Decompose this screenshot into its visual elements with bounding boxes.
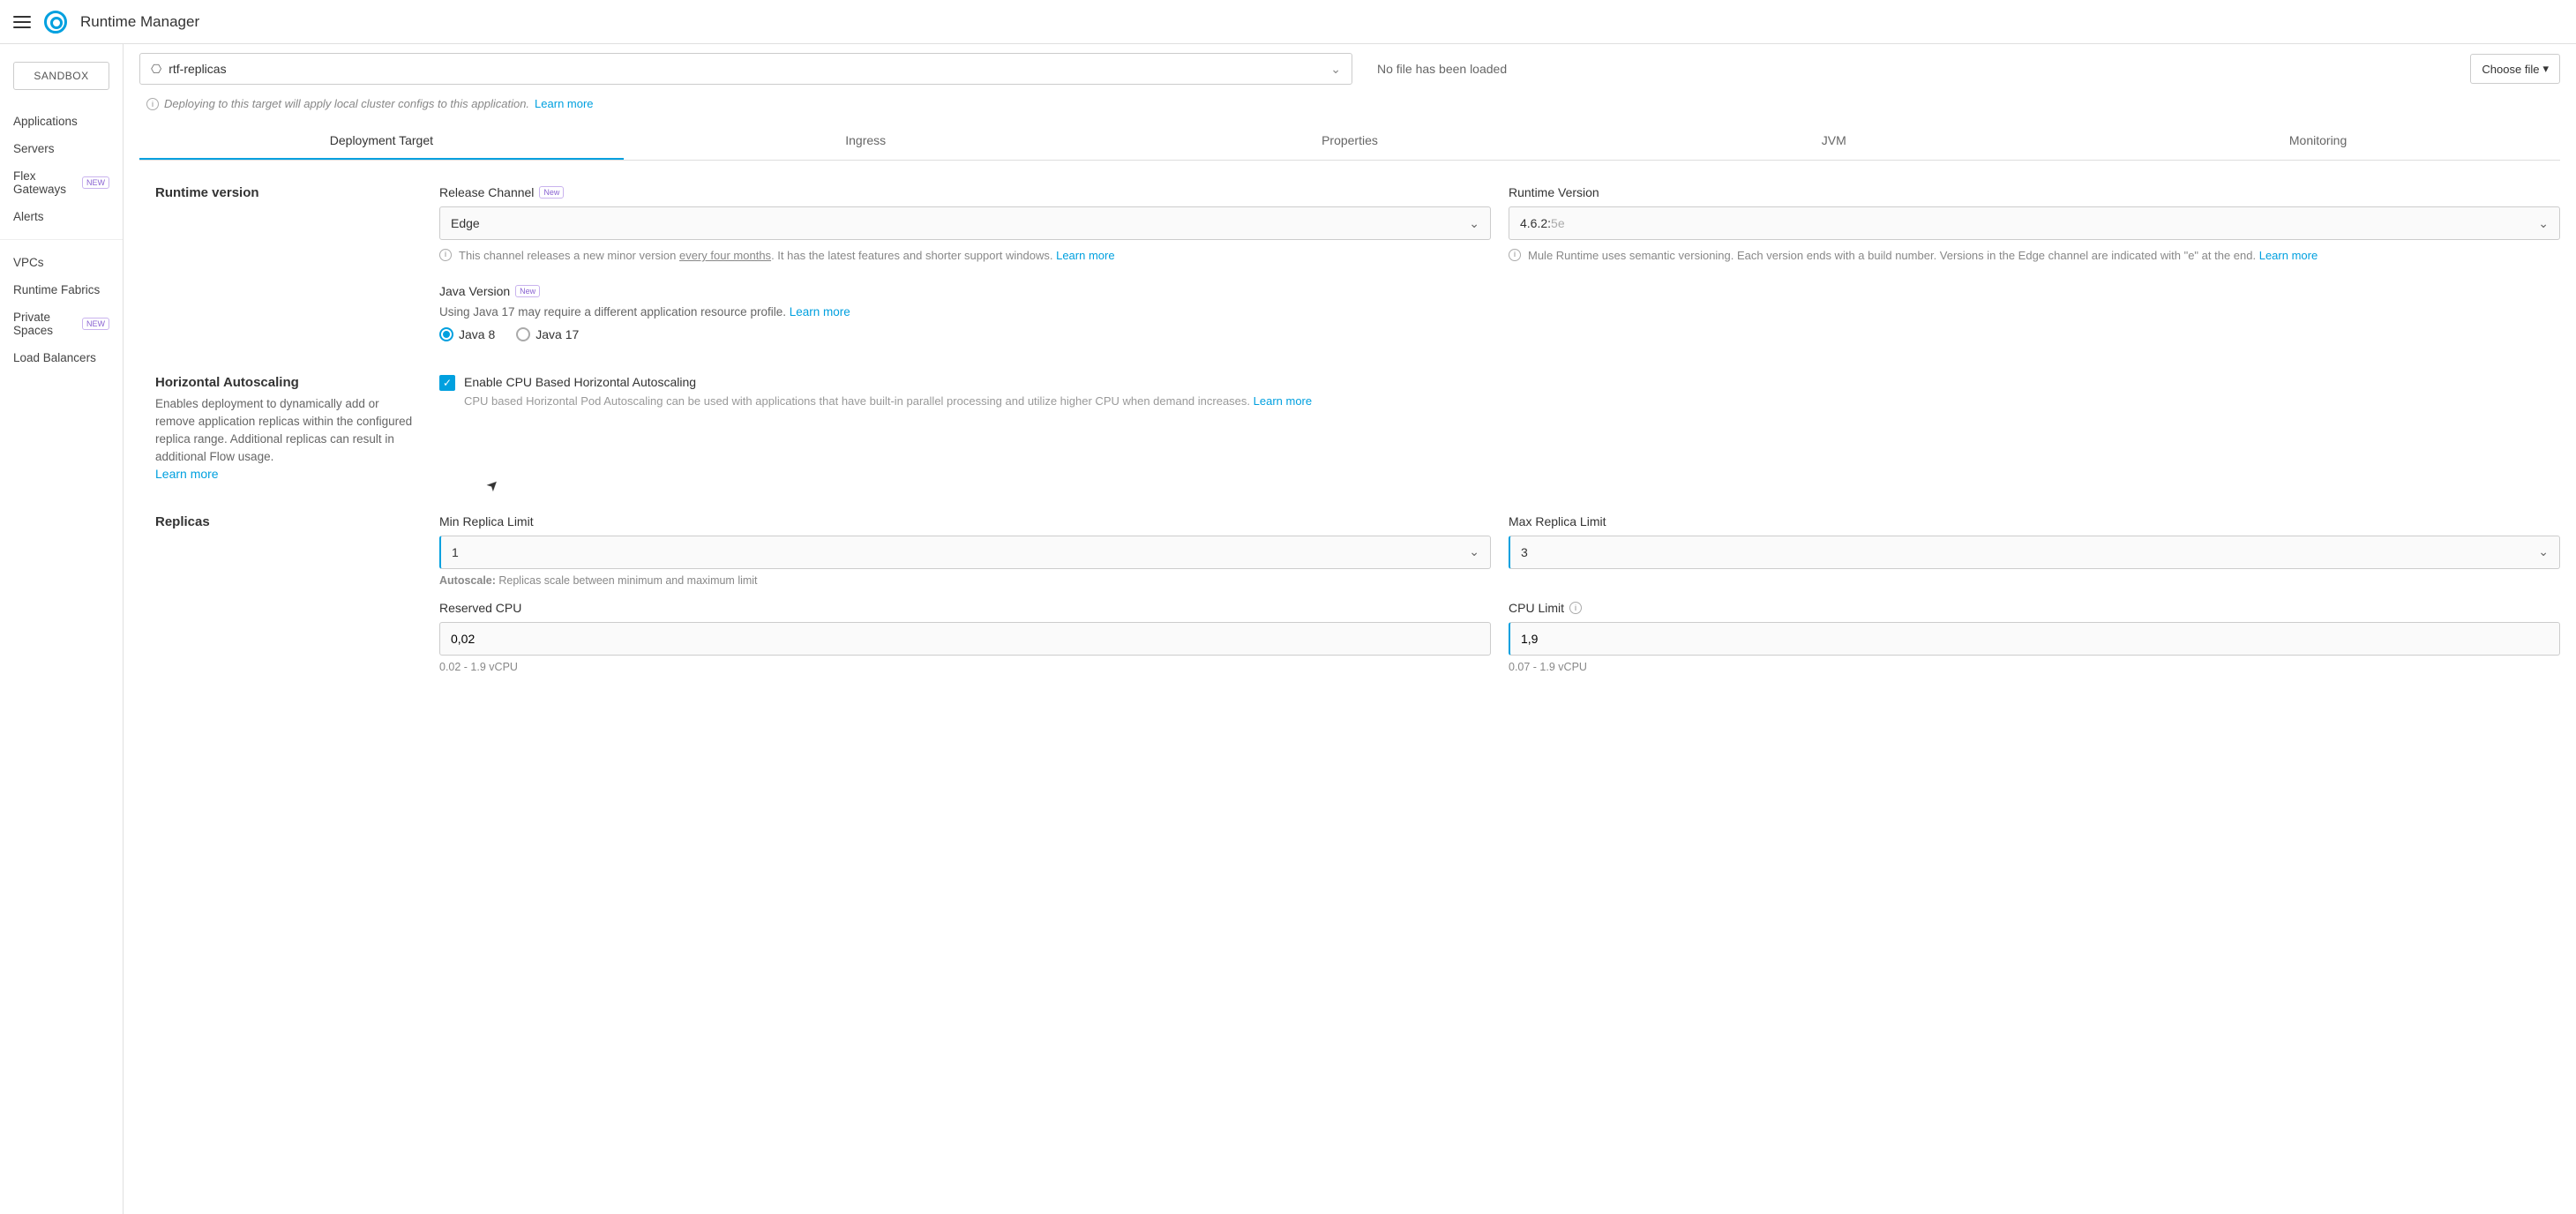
new-badge: NEW	[82, 176, 109, 189]
max-replica-label: Max Replica Limit	[1509, 514, 2560, 528]
autoscale-check-desc: CPU based Horizontal Pod Autoscaling can…	[464, 393, 2560, 410]
cpu-limit-input[interactable]	[1509, 622, 2560, 656]
nav-vpcs[interactable]: VPCs	[0, 249, 123, 276]
new-pill: New	[515, 285, 540, 297]
java17-label: Java 17	[535, 327, 579, 341]
cpu-limit-label: CPU Limit	[1509, 601, 1564, 615]
nav-runtime-fabrics[interactable]: Runtime Fabrics	[0, 276, 123, 304]
chevron-down-icon: ⌄	[1330, 62, 1341, 77]
nav-flex-gateways[interactable]: Flex Gateways NEW	[0, 162, 123, 203]
min-replica-value: 1	[452, 545, 459, 559]
tab-jvm[interactable]: JVM	[1591, 123, 2076, 160]
deploy-info-text: Deploying to this target will apply loca…	[164, 97, 529, 110]
min-replica-label: Min Replica Limit	[439, 514, 1491, 528]
runtime-section-title: Runtime version	[155, 185, 422, 200]
release-channel-value: Edge	[451, 216, 480, 230]
new-badge: NEW	[82, 318, 109, 330]
deploy-info: i Deploying to this target will apply lo…	[139, 92, 2560, 123]
release-help-text: This channel releases a new minor versio…	[459, 247, 1115, 265]
menu-icon[interactable]	[13, 16, 31, 28]
max-replica-value: 3	[1521, 545, 1528, 559]
nav-load-balancers[interactable]: Load Balancers	[0, 344, 123, 371]
reserved-cpu-hint: 0.02 - 1.9 vCPU	[439, 661, 1491, 673]
replicas-title: Replicas	[155, 514, 422, 529]
reserved-cpu-input[interactable]	[439, 622, 1491, 656]
min-replica-select[interactable]: 1 ⌄	[439, 536, 1491, 569]
autoscale-title: Horizontal Autoscaling	[155, 375, 422, 390]
autoscale-hint: Autoscale: Replicas scale between minimu…	[439, 574, 1491, 587]
file-status: No file has been loaded	[1370, 62, 2461, 76]
java8-radio[interactable]: Java 8	[439, 327, 495, 341]
runtime-version-value: 4.6.2:5e	[1520, 216, 1565, 230]
release-channel-label: Release Channel	[439, 185, 534, 199]
autoscale-desc: Enables deployment to dynamically add or…	[155, 395, 422, 467]
release-channel-select[interactable]: Edge ⌄	[439, 206, 1491, 240]
cpu-limit-hint: 0.07 - 1.9 vCPU	[1509, 661, 2560, 673]
new-pill: New	[539, 186, 564, 199]
autoscale-check-label: Enable CPU Based Horizontal Autoscaling	[464, 375, 2560, 389]
tab-properties[interactable]: Properties	[1108, 123, 1592, 160]
version-help-text: Mule Runtime uses semantic versioning. E…	[1528, 247, 2318, 265]
chevron-down-icon: ⌄	[1469, 544, 1479, 559]
app-title: Runtime Manager	[80, 13, 199, 31]
nav-label: Private Spaces	[13, 311, 77, 337]
caret-down-icon: ▾	[2542, 62, 2549, 76]
nav-separator	[0, 239, 123, 240]
sidebar: SANDBOX Applications Servers Flex Gatewa…	[0, 44, 124, 1214]
java8-label: Java 8	[459, 327, 495, 341]
tab-monitoring[interactable]: Monitoring	[2076, 123, 2560, 160]
max-replica-select[interactable]: 3 ⌄	[1509, 536, 2560, 569]
chevron-down-icon: ⌄	[2538, 544, 2549, 559]
deploy-learn-more-link[interactable]: Learn more	[535, 97, 593, 110]
tab-deployment-target[interactable]: Deployment Target	[139, 123, 624, 160]
runtime-version-select[interactable]: 4.6.2:5e ⌄	[1509, 206, 2560, 240]
nav-private-spaces[interactable]: Private Spaces NEW	[0, 304, 123, 344]
info-icon: i	[439, 249, 452, 261]
tab-ingress[interactable]: Ingress	[624, 123, 1108, 160]
release-learn-more-link[interactable]: Learn more	[1056, 249, 1114, 262]
chevron-down-icon: ⌄	[2538, 216, 2549, 231]
radio-icon	[516, 327, 530, 341]
radio-checked-icon	[439, 327, 453, 341]
info-icon: i	[1509, 249, 1521, 261]
target-icon: ⎔	[151, 62, 161, 77]
tabs: Deployment Target Ingress Properties JVM…	[139, 123, 2560, 161]
chevron-down-icon: ⌄	[1469, 216, 1479, 231]
runtime-version-label: Runtime Version	[1509, 185, 2560, 199]
nav-applications[interactable]: Applications	[0, 108, 123, 135]
nav-label: Flex Gateways	[13, 169, 77, 196]
target-value: rtf-replicas	[168, 62, 226, 76]
app-logo	[44, 11, 67, 34]
version-learn-more-link[interactable]: Learn more	[2259, 249, 2318, 262]
autoscale-check-learn-more[interactable]: Learn more	[1254, 394, 1312, 408]
choose-file-button[interactable]: Choose file ▾	[2470, 54, 2560, 84]
environment-badge[interactable]: SANDBOX	[13, 62, 109, 90]
java-version-label: Java Version	[439, 284, 510, 298]
choose-file-label: Choose file	[2482, 63, 2539, 76]
deployment-target-select[interactable]: ⎔ rtf-replicas ⌄	[139, 53, 1352, 85]
autoscale-learn-more-link[interactable]: Learn more	[155, 467, 219, 481]
java-learn-more-link[interactable]: Learn more	[790, 305, 850, 318]
nav-alerts[interactable]: Alerts	[0, 203, 123, 230]
info-icon: i	[146, 98, 159, 110]
java17-radio[interactable]: Java 17	[516, 327, 579, 341]
nav-servers[interactable]: Servers	[0, 135, 123, 162]
autoscale-checkbox[interactable]: ✓	[439, 375, 455, 391]
info-icon[interactable]: i	[1569, 602, 1582, 614]
java-help-text: Using Java 17 may require a different ap…	[439, 305, 786, 318]
reserved-cpu-label: Reserved CPU	[439, 601, 1491, 615]
